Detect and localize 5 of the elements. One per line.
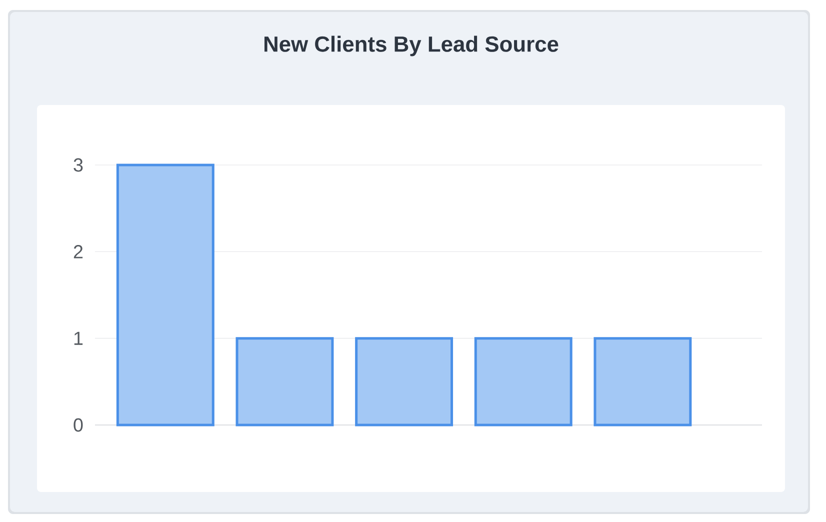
y-tick-label: 3: [74, 158, 83, 172]
y-tick-label: 0: [74, 418, 83, 432]
chart-title: New Clients By Lead Source: [264, 36, 558, 56]
y-tick-label: 2: [74, 245, 83, 258]
y-tick-label: 1: [74, 332, 83, 345]
